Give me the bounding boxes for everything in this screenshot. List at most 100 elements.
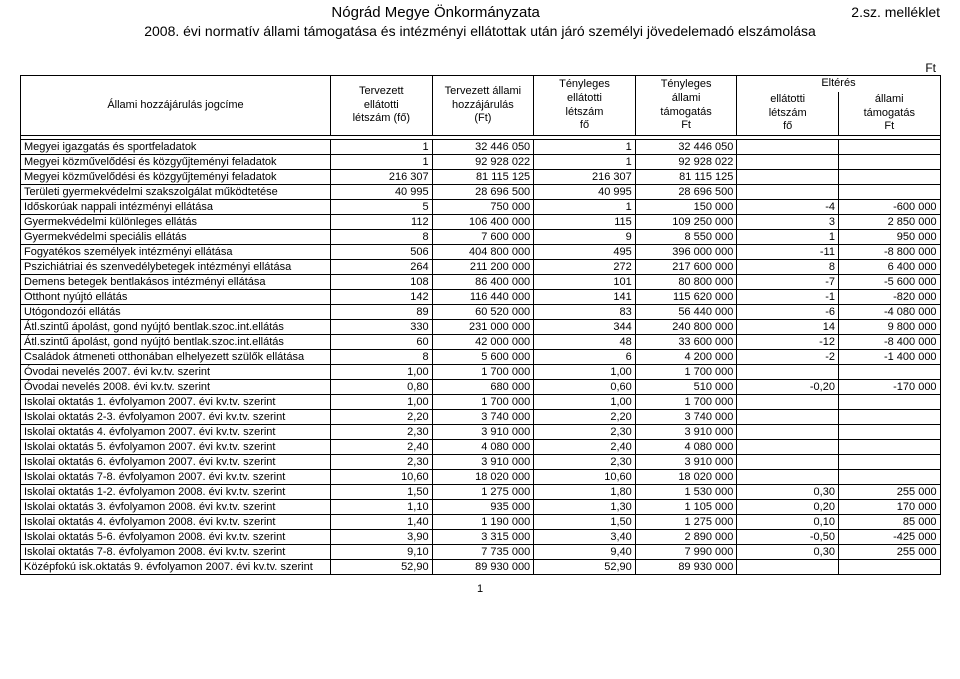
cell-value [737, 455, 839, 470]
cell-value: 18 020 000 [635, 470, 737, 485]
cell-value: 60 [331, 335, 433, 350]
cell-value: 2,40 [331, 440, 433, 455]
col-header-diff-amount: államitámogatásFt [838, 92, 940, 136]
cell-value [737, 365, 839, 380]
col-header-diff-count: ellátottilétszámfő [737, 92, 839, 136]
cell-value: 4 200 000 [635, 350, 737, 365]
table-row: Középfokú isk.oktatás 9. évfolyamon 2007… [21, 560, 941, 575]
cell-name: Iskolai oktatás 1-2. évfolyamon 2008. év… [21, 485, 331, 500]
cell-value: -425 000 [838, 530, 940, 545]
cell-value: 9,10 [331, 545, 433, 560]
cell-value: 1 700 000 [432, 395, 534, 410]
cell-value: 80 800 000 [635, 275, 737, 290]
cell-value: 255 000 [838, 545, 940, 560]
table-row: Területi gyermekvédelmi szakszolgálat mű… [21, 185, 941, 200]
cell-value: -7 [737, 275, 839, 290]
table-row: Demens betegek bentlakásos intézményi el… [21, 275, 941, 290]
cell-value: 40 995 [331, 185, 433, 200]
cell-value: -1 [737, 290, 839, 305]
cell-value: 330 [331, 320, 433, 335]
cell-name: Óvodai nevelés 2008. évi kv.tv. szerint [21, 380, 331, 395]
page-number: 1 [20, 583, 940, 595]
cell-value: 1,00 [331, 365, 433, 380]
cell-value [737, 440, 839, 455]
cell-value [737, 425, 839, 440]
table-row: Óvodai nevelés 2008. évi kv.tv. szerint0… [21, 380, 941, 395]
cell-value: 950 000 [838, 230, 940, 245]
cell-value: 60 520 000 [432, 305, 534, 320]
cell-value: 240 800 000 [635, 320, 737, 335]
table-row: Iskolai oktatás 4. évfolyamon 2008. évi … [21, 515, 941, 530]
cell-value: 217 600 000 [635, 260, 737, 275]
cell-value: 1 [331, 140, 433, 155]
cell-name: Átl.szintű ápolást, gond nyújtó bentlak.… [21, 320, 331, 335]
table-row: Megyei közművelődési és közgyűjteményi f… [21, 170, 941, 185]
cell-value [838, 185, 940, 200]
cell-value: 141 [534, 290, 636, 305]
cell-value: 231 000 000 [432, 320, 534, 335]
cell-value: 1,00 [534, 395, 636, 410]
table-row: Pszichiátriai és szenvedélybetegek intéz… [21, 260, 941, 275]
cell-value: 1 [737, 230, 839, 245]
cell-value [737, 185, 839, 200]
cell-value: 264 [331, 260, 433, 275]
table-row: Iskolai oktatás 1. évfolyamon 2007. évi … [21, 395, 941, 410]
cell-value: 101 [534, 275, 636, 290]
cell-value: 1,40 [331, 515, 433, 530]
cell-value: 1,50 [331, 485, 433, 500]
cell-value: 83 [534, 305, 636, 320]
cell-value: 2,20 [331, 410, 433, 425]
col-header-planned-count: Tervezettellátottilétszám (fő) [331, 76, 433, 136]
unit-label: Ft [20, 61, 940, 75]
cell-value: 115 620 000 [635, 290, 737, 305]
cell-value: 0,20 [737, 500, 839, 515]
cell-value [838, 365, 940, 380]
cell-name: Otthont nyújtó ellátás [21, 290, 331, 305]
cell-value: 7 600 000 [432, 230, 534, 245]
cell-value: 86 400 000 [432, 275, 534, 290]
cell-value: 1 700 000 [635, 365, 737, 380]
cell-value: 1,30 [534, 500, 636, 515]
data-table: Állami hozzájárulás jogcíme Tervezettell… [20, 75, 941, 575]
cell-value [838, 440, 940, 455]
cell-value: 1 275 000 [432, 485, 534, 500]
cell-value: -1 400 000 [838, 350, 940, 365]
cell-value: 3 315 000 [432, 530, 534, 545]
main-title: Nógrád Megye Önkormányzata [20, 4, 851, 21]
cell-name: Átl.szintű ápolást, gond nyújtó bentlak.… [21, 335, 331, 350]
cell-name: Iskolai oktatás 4. évfolyamon 2008. évi … [21, 515, 331, 530]
cell-value: 14 [737, 320, 839, 335]
table-row: Átl.szintű ápolást, gond nyújtó bentlak.… [21, 320, 941, 335]
cell-name: Megyei közművelődési és közgyűjteményi f… [21, 170, 331, 185]
cell-value: 344 [534, 320, 636, 335]
cell-value: 1 [331, 155, 433, 170]
cell-value: 89 930 000 [432, 560, 534, 575]
cell-value: 85 000 [838, 515, 940, 530]
cell-value: -600 000 [838, 200, 940, 215]
cell-value: 216 307 [534, 170, 636, 185]
cell-name: Demens betegek bentlakásos intézményi el… [21, 275, 331, 290]
cell-value [737, 170, 839, 185]
cell-value: 3 910 000 [432, 425, 534, 440]
cell-value: 33 600 000 [635, 335, 737, 350]
cell-value: 3 910 000 [635, 425, 737, 440]
cell-value: 1 [534, 140, 636, 155]
cell-value: 1,50 [534, 515, 636, 530]
col-header-actual-amount: TénylegesállamitámogatásFt [635, 76, 737, 136]
cell-name: Iskolai oktatás 3. évfolyamon 2008. évi … [21, 500, 331, 515]
cell-value: 28 696 500 [635, 185, 737, 200]
table-row: Iskolai oktatás 1-2. évfolyamon 2008. év… [21, 485, 941, 500]
cell-name: Területi gyermekvédelmi szakszolgálat mű… [21, 185, 331, 200]
cell-name: Iskolai oktatás 7-8. évfolyamon 2007. év… [21, 470, 331, 485]
table-row: Iskolai oktatás 5. évfolyamon 2007. évi … [21, 440, 941, 455]
cell-value: 3,90 [331, 530, 433, 545]
cell-value: 2,30 [534, 425, 636, 440]
cell-value: 2,20 [534, 410, 636, 425]
cell-value: -5 600 000 [838, 275, 940, 290]
cell-value: 1 700 000 [635, 395, 737, 410]
cell-value: 2 890 000 [635, 530, 737, 545]
cell-value: 150 000 [635, 200, 737, 215]
cell-value [737, 140, 839, 155]
cell-value: 142 [331, 290, 433, 305]
cell-name: Iskolai oktatás 5. évfolyamon 2007. évi … [21, 440, 331, 455]
